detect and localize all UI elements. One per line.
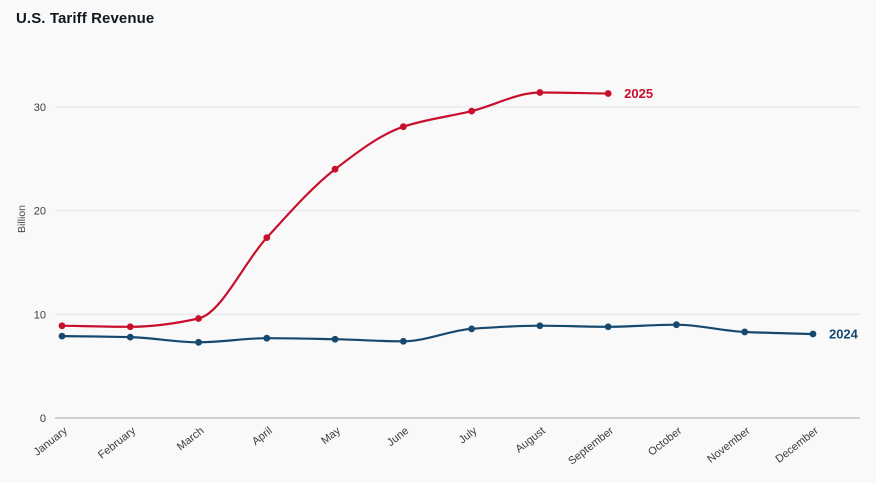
data-point-2024-May[interactable]	[331, 335, 339, 343]
x-tick-label: November	[705, 425, 753, 466]
data-point-2024-March[interactable]	[195, 338, 202, 346]
data-point-2025-September[interactable]	[604, 90, 612, 97]
x-tick-label: February	[96, 425, 138, 462]
x-tick-label: October	[646, 425, 684, 459]
data-point-2025-July[interactable]	[468, 107, 476, 115]
y-tick-label: 10	[34, 309, 46, 321]
x-tick-label: August	[513, 425, 547, 456]
series-label-2024: 2024	[829, 327, 859, 342]
data-point-2024-April[interactable]	[263, 334, 271, 342]
data-point-2025-April[interactable]	[263, 234, 271, 242]
data-point-2024-June[interactable]	[399, 337, 407, 345]
y-tick-label: 30	[34, 102, 46, 114]
x-tick-label: September	[566, 425, 616, 468]
data-point-2024-January[interactable]	[58, 332, 66, 340]
data-point-2024-August[interactable]	[536, 322, 544, 330]
data-point-2024-October[interactable]	[673, 321, 680, 329]
x-tick-label: March	[175, 425, 206, 453]
x-tick-label: May	[319, 425, 343, 448]
x-tick-label: June	[385, 425, 411, 449]
y-tick-label: 0	[40, 413, 46, 425]
x-tick-label: December	[773, 425, 821, 466]
data-point-2025-August[interactable]	[536, 89, 544, 96]
series-line-2024	[60, 323, 815, 344]
x-tick-label: January	[32, 425, 71, 459]
y-tick-label: 20	[34, 206, 46, 218]
data-point-2024-December[interactable]	[809, 330, 817, 338]
data-point-2025-March[interactable]	[195, 315, 202, 322]
data-point-2024-November[interactable]	[741, 328, 749, 336]
y-axis-unit-label: Billion	[16, 205, 28, 233]
data-point-2024-September[interactable]	[604, 323, 612, 331]
data-point-2024-July[interactable]	[468, 325, 476, 333]
tariff-revenue-line-chart: 0 10 20 30 Billion January February March April M…	[16, 86, 860, 468]
series-label-2025: 2025	[624, 86, 653, 101]
data-point-2025-February[interactable]	[126, 323, 134, 331]
data-point-2025-January[interactable]	[58, 322, 66, 330]
x-tick-label: July	[457, 425, 480, 447]
chart-title: U.S. Tariff Revenue	[16, 10, 155, 27]
x-tick-label: April	[250, 425, 275, 448]
data-point-2025-May[interactable]	[331, 165, 339, 173]
data-point-2024-February[interactable]	[126, 333, 134, 341]
data-point-2025-June[interactable]	[399, 123, 407, 131]
series-line-2025	[60, 91, 610, 328]
